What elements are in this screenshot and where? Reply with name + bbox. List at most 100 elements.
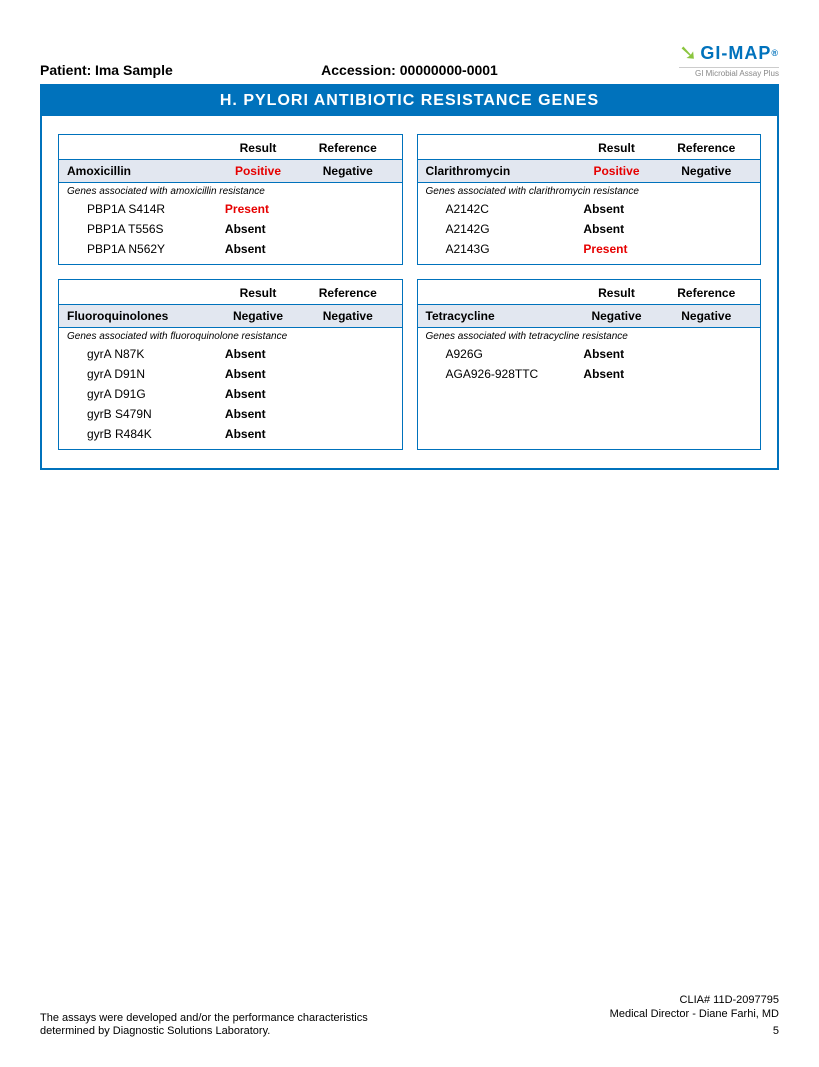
- gene-ref-blank: [666, 242, 752, 256]
- drug-name: Tetracycline: [426, 309, 573, 323]
- drug-result: Positive: [214, 164, 302, 178]
- gene-ref-blank: [308, 202, 394, 216]
- gene-name: gyrA D91N: [87, 367, 225, 381]
- header-row: Patient: Ima Sample Accession: 00000000-…: [40, 40, 779, 78]
- gene-row: PBP1A S414RPresent: [59, 199, 402, 219]
- gene-row: PBP1A N562YAbsent: [59, 239, 402, 264]
- logo-reg-icon: ®: [771, 48, 779, 58]
- gene-name: PBP1A S414R: [87, 202, 225, 216]
- footer-clia: CLIA# 11D-2097795: [610, 994, 779, 1008]
- resistance-panel: ResultReference ClarithromycinPositiveNeg…: [417, 134, 762, 265]
- gene-ref-blank: [308, 222, 394, 236]
- gene-status: Absent: [225, 407, 308, 421]
- gene-ref-blank: [308, 367, 394, 381]
- gene-status: Absent: [583, 202, 666, 216]
- gene-status: Present: [225, 202, 308, 216]
- drug-result: Positive: [572, 164, 660, 178]
- gene-status: Absent: [225, 387, 308, 401]
- footer: The assays were developed and/or the per…: [40, 994, 779, 1039]
- drug-reference: Negative: [661, 309, 752, 323]
- col-blank: [426, 141, 573, 155]
- gene-row: A2142GAbsent: [418, 219, 761, 239]
- gene-row: A2142CAbsent: [418, 199, 761, 219]
- gene-name: A2143G: [446, 242, 584, 256]
- gene-ref-blank: [666, 347, 752, 361]
- page: Patient: Ima Sample Accession: 00000000-…: [0, 0, 819, 470]
- gene-ref-blank: [666, 367, 752, 381]
- main-box: H. PYLORI ANTIBIOTIC RESISTANCE GENES Re…: [40, 84, 779, 470]
- col-result: Result: [572, 141, 660, 155]
- drug-summary-row: FluoroquinolonesNegativeNegative: [59, 304, 402, 328]
- drug-reference: Negative: [302, 164, 393, 178]
- col-blank: [426, 286, 573, 300]
- gene-row: AGA926-928TTCAbsent: [418, 364, 761, 389]
- footer-director: Medical Director - Diane Farhi, MD: [610, 1008, 779, 1022]
- drug-name: Clarithromycin: [426, 164, 573, 178]
- resistance-panel: ResultReferenceAmoxicillinPositiveNegati…: [58, 134, 403, 265]
- panel-column-headers: ResultReference: [418, 280, 761, 304]
- logo: ➘ GI-MAP ®: [679, 40, 779, 66]
- gene-status: Absent: [225, 427, 308, 441]
- gene-name: PBP1A T556S: [87, 222, 225, 236]
- gene-row: gyrA N87KAbsent: [59, 344, 402, 364]
- drug-summary-row: TetracyclineNegativeNegative: [418, 304, 761, 328]
- gene-row: A926GAbsent: [418, 344, 761, 364]
- patient-name: Ima Sample: [95, 62, 173, 78]
- footer-right: CLIA# 11D-2097795 Medical Director - Dia…: [610, 994, 779, 1039]
- genes-note: Genes associated with clarithromycin res…: [418, 183, 761, 199]
- panel-column-headers: ResultReference: [59, 135, 402, 159]
- gene-row: gyrA D91NAbsent: [59, 364, 402, 384]
- drug-name: Fluoroquinolones: [67, 309, 214, 323]
- gene-row: gyrB S479NAbsent: [59, 404, 402, 424]
- accession-value: 00000000-0001: [400, 62, 498, 78]
- genes-note: Genes associated with fluoroquinolone re…: [59, 328, 402, 344]
- logo-subtitle: GI Microbial Assay Plus: [679, 67, 779, 78]
- gene-status: Present: [583, 242, 666, 256]
- drug-reference: Negative: [661, 164, 752, 178]
- accession-block: Accession: 00000000-0001: [321, 62, 498, 78]
- gene-name: AGA926-928TTC: [446, 367, 584, 381]
- drug-result: Negative: [572, 309, 660, 323]
- resistance-panel: ResultReferenceFluoroquinolonesNegativeN…: [58, 279, 403, 450]
- gene-name: gyrB S479N: [87, 407, 225, 421]
- patient-label: Patient:: [40, 62, 91, 78]
- page-number: 5: [610, 1025, 779, 1039]
- gene-name: gyrA D91G: [87, 387, 225, 401]
- gene-ref-blank: [308, 242, 394, 256]
- logo-swoosh-icon: ➘: [679, 40, 698, 66]
- col-reference: Reference: [661, 141, 752, 155]
- gene-ref-blank: [666, 222, 752, 236]
- gene-ref-blank: [308, 407, 394, 421]
- panels-grid: ResultReferenceAmoxicillinPositiveNegati…: [42, 116, 777, 468]
- gene-status: Absent: [225, 347, 308, 361]
- accession-label: Accession:: [321, 62, 396, 78]
- col-blank: [67, 141, 214, 155]
- gene-status: Absent: [583, 222, 666, 236]
- gene-status: Absent: [583, 347, 666, 361]
- section-title: H. PYLORI ANTIBIOTIC RESISTANCE GENES: [42, 86, 777, 116]
- gene-name: A2142C: [446, 202, 584, 216]
- col-blank: [67, 286, 214, 300]
- col-result: Result: [572, 286, 660, 300]
- gene-ref-blank: [308, 427, 394, 441]
- drug-result: Negative: [214, 309, 302, 323]
- drug-summary-row: ClarithromycinPositiveNegative: [418, 159, 761, 183]
- drug-summary-row: AmoxicillinPositiveNegative: [59, 159, 402, 183]
- panel-column-headers: ResultReference: [59, 280, 402, 304]
- gene-status: Absent: [225, 222, 308, 236]
- gene-row: A2143GPresent: [418, 239, 761, 264]
- gene-name: PBP1A N562Y: [87, 242, 225, 256]
- col-reference: Reference: [302, 141, 393, 155]
- genes-note: Genes associated with amoxicillin resist…: [59, 183, 402, 199]
- gene-status: Absent: [225, 367, 308, 381]
- gene-row: gyrA D91GAbsent: [59, 384, 402, 404]
- col-result: Result: [214, 141, 302, 155]
- drug-name: Amoxicillin: [67, 164, 214, 178]
- gene-ref-blank: [308, 347, 394, 361]
- resistance-panel: ResultReferenceTetracyclineNegativeNegat…: [417, 279, 762, 450]
- footer-disclaimer: The assays were developed and/or the per…: [40, 1012, 400, 1040]
- gene-status: Absent: [225, 242, 308, 256]
- col-reference: Reference: [302, 286, 393, 300]
- col-result: Result: [214, 286, 302, 300]
- gene-ref-blank: [666, 202, 752, 216]
